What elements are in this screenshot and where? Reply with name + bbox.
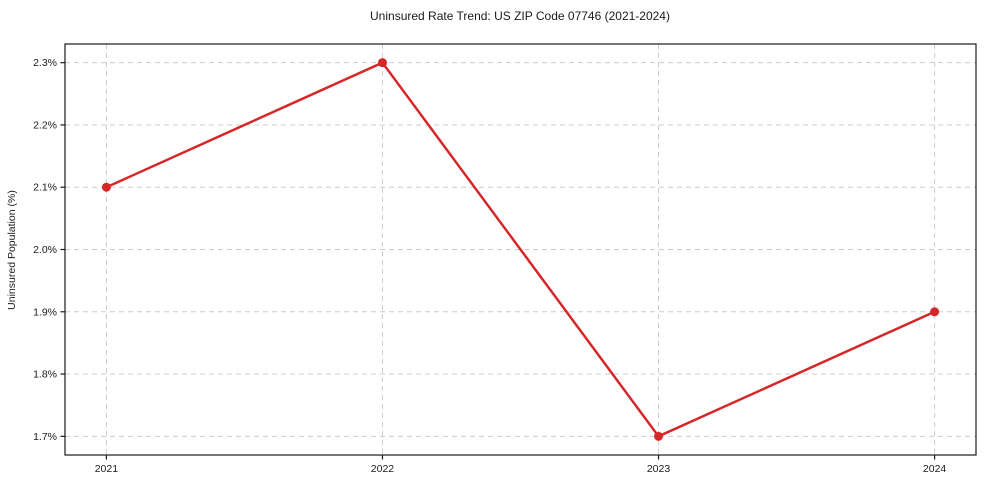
grid-layer (65, 44, 976, 455)
y-axis-label: Uninsured Population (%) (6, 190, 18, 310)
x-tick-label: 2023 (647, 463, 671, 475)
data-point-marker (101, 182, 111, 192)
x-tick-label: 2022 (371, 463, 395, 475)
trend-line (105, 61, 936, 438)
chart-title: Uninsured Rate Trend: US ZIP Code 07746 … (370, 9, 670, 23)
data-point-marker (377, 58, 387, 68)
y-tick-label: 2.3% (33, 57, 57, 69)
y-tick-label: 2.1% (33, 182, 57, 194)
y-tick-label: 1.8% (33, 369, 57, 381)
y-tick-label: 2.0% (33, 244, 57, 256)
x-tick-label: 2021 (95, 463, 119, 475)
y-tick-label: 1.9% (33, 306, 57, 318)
data-point-marker (654, 431, 664, 441)
y-tick-label: 1.7% (33, 431, 57, 443)
series-layer (101, 58, 940, 441)
data-point-marker (930, 307, 940, 317)
tick-layer: 2021 2022 2023 2024 1.7% 1.8% 1.9% 2.0% 2.1% 2.2%… (33, 57, 946, 475)
x-tick-label: 2024 (923, 463, 947, 475)
y-tick-label: 2.2% (33, 119, 57, 131)
